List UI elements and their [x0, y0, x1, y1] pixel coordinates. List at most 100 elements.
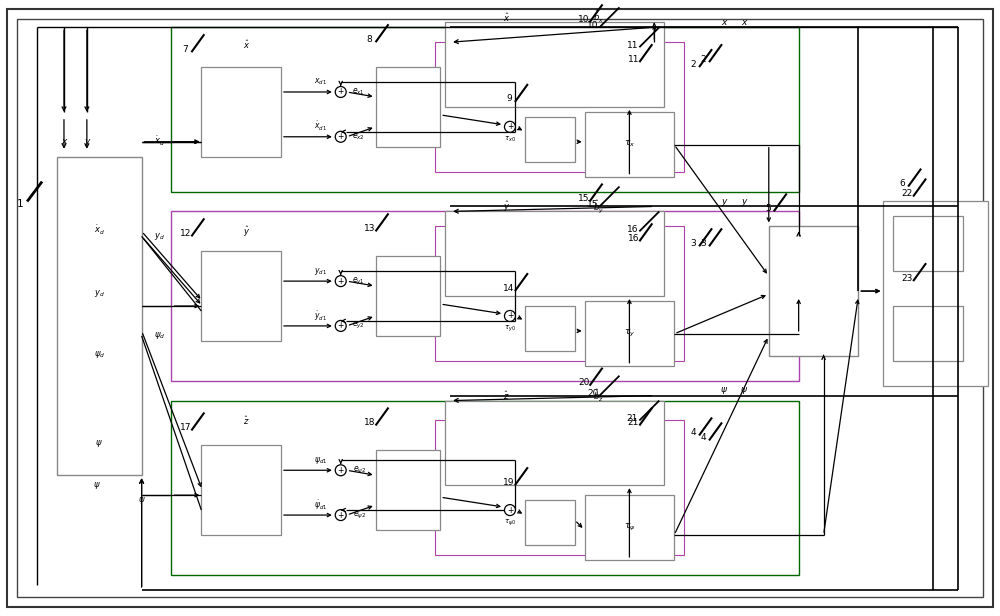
Text: $\psi_d$: $\psi_d$: [154, 330, 165, 341]
Text: 10: 10: [578, 15, 589, 24]
Text: $\dot{x}_d$: $\dot{x}_d$: [94, 223, 105, 237]
Text: $\tau_x$: $\tau_x$: [624, 139, 635, 150]
Text: $\tau_{\psi0}$: $\tau_{\psi0}$: [504, 518, 516, 529]
Bar: [171, 211, 799, 381]
Text: 23: 23: [901, 274, 913, 283]
Bar: [893, 216, 963, 271]
Text: $e_{y2}$: $e_{y2}$: [352, 320, 365, 331]
Text: 22: 22: [902, 189, 913, 198]
Text: 21: 21: [627, 414, 638, 423]
Text: +: +: [338, 322, 344, 330]
Bar: [435, 43, 684, 172]
Circle shape: [504, 505, 515, 516]
Bar: [525, 500, 575, 545]
Text: $\hat{b}_z$: $\hat{b}_z$: [593, 387, 604, 403]
Text: $\hat{x}$: $\hat{x}$: [503, 11, 510, 23]
Text: 21: 21: [628, 418, 639, 427]
Bar: [769, 226, 858, 356]
Circle shape: [335, 320, 346, 331]
Bar: [376, 256, 440, 336]
Text: 7: 7: [183, 45, 188, 54]
Circle shape: [335, 509, 346, 521]
Text: x: x: [61, 137, 67, 146]
Circle shape: [335, 465, 346, 476]
Text: +: +: [338, 87, 344, 97]
Text: y: y: [721, 197, 727, 206]
Text: $\psi$: $\psi$: [720, 385, 728, 396]
Text: 19: 19: [503, 478, 515, 487]
Text: $\hat{z}$: $\hat{z}$: [503, 389, 510, 402]
Text: $\hat{y}$: $\hat{y}$: [243, 224, 250, 238]
Text: 13: 13: [364, 224, 375, 233]
Text: 12: 12: [180, 229, 191, 238]
Text: 16: 16: [627, 225, 638, 234]
Text: +: +: [338, 277, 344, 286]
Text: 18: 18: [364, 418, 375, 427]
Text: $\hat{b}_x$: $\hat{b}_x$: [593, 9, 604, 25]
Text: $\dot{\psi}_{d1}$: $\dot{\psi}_{d1}$: [314, 498, 328, 512]
Bar: [585, 495, 674, 560]
Bar: [435, 226, 684, 361]
Text: $y_d$: $y_d$: [154, 231, 165, 242]
Bar: [883, 201, 988, 386]
Text: 2: 2: [700, 55, 706, 63]
Bar: [57, 156, 142, 475]
Text: $\tau_{y0}$: $\tau_{y0}$: [504, 323, 516, 334]
Text: $\dot{y}_{d1}$: $\dot{y}_{d1}$: [314, 309, 327, 323]
Text: $\psi$: $\psi$: [93, 480, 101, 491]
Circle shape: [504, 310, 515, 322]
Text: 6: 6: [899, 179, 905, 188]
Text: 15: 15: [587, 200, 598, 209]
Text: +: +: [507, 506, 513, 514]
Text: $\tau_y$: $\tau_y$: [624, 328, 635, 339]
Text: 2: 2: [690, 60, 696, 68]
Text: $\dot{x}_{d1}$: $\dot{x}_{d1}$: [314, 120, 327, 134]
Text: $\tau_\psi$: $\tau_\psi$: [624, 522, 635, 533]
Text: $\psi_d$: $\psi_d$: [94, 349, 105, 360]
Bar: [893, 306, 963, 361]
Bar: [376, 450, 440, 530]
Bar: [201, 251, 281, 341]
Text: $\psi$: $\psi$: [740, 385, 748, 396]
Text: $\hat{b}_y$: $\hat{b}_y$: [593, 198, 604, 215]
Text: $e_{\psi2}$: $e_{\psi2}$: [353, 509, 366, 521]
Bar: [171, 400, 799, 575]
Text: $\hat{z}$: $\hat{z}$: [243, 414, 249, 427]
Text: 3: 3: [690, 239, 696, 248]
Text: 8: 8: [367, 34, 372, 44]
Text: 10: 10: [587, 21, 598, 30]
Bar: [445, 22, 664, 107]
Text: $\hat{y}$: $\hat{y}$: [503, 199, 510, 214]
Text: $\hat{x}$: $\hat{x}$: [243, 39, 250, 52]
Text: $x_{d1}$: $x_{d1}$: [314, 77, 327, 87]
Text: 4: 4: [700, 433, 706, 442]
Text: 1: 1: [17, 200, 23, 209]
Bar: [376, 67, 440, 147]
Text: $y_{d1}$: $y_{d1}$: [314, 265, 327, 277]
Text: $y_d$: $y_d$: [94, 288, 105, 299]
Bar: [171, 27, 799, 192]
Text: 3: 3: [700, 239, 706, 248]
Text: 17: 17: [180, 423, 191, 432]
Text: +: +: [338, 132, 344, 141]
Bar: [201, 67, 281, 156]
Text: 4: 4: [690, 428, 696, 437]
Text: 9: 9: [506, 94, 512, 103]
Bar: [445, 400, 664, 485]
Text: x: x: [721, 18, 727, 26]
Bar: [585, 112, 674, 177]
Text: $e_{x1}$: $e_{x1}$: [352, 87, 365, 97]
Circle shape: [335, 131, 346, 142]
Text: $\tau_{x0}$: $\tau_{x0}$: [504, 135, 516, 144]
Bar: [201, 445, 281, 535]
Circle shape: [504, 121, 515, 132]
Text: 20: 20: [578, 378, 589, 387]
Bar: [445, 211, 664, 296]
Text: 16: 16: [628, 234, 639, 243]
Text: y: y: [741, 197, 747, 206]
Text: +: +: [507, 312, 513, 320]
Text: 11: 11: [628, 55, 639, 63]
Circle shape: [335, 86, 346, 97]
Text: $e_{y1}$: $e_{y1}$: [352, 275, 365, 286]
Text: 11: 11: [627, 41, 638, 50]
